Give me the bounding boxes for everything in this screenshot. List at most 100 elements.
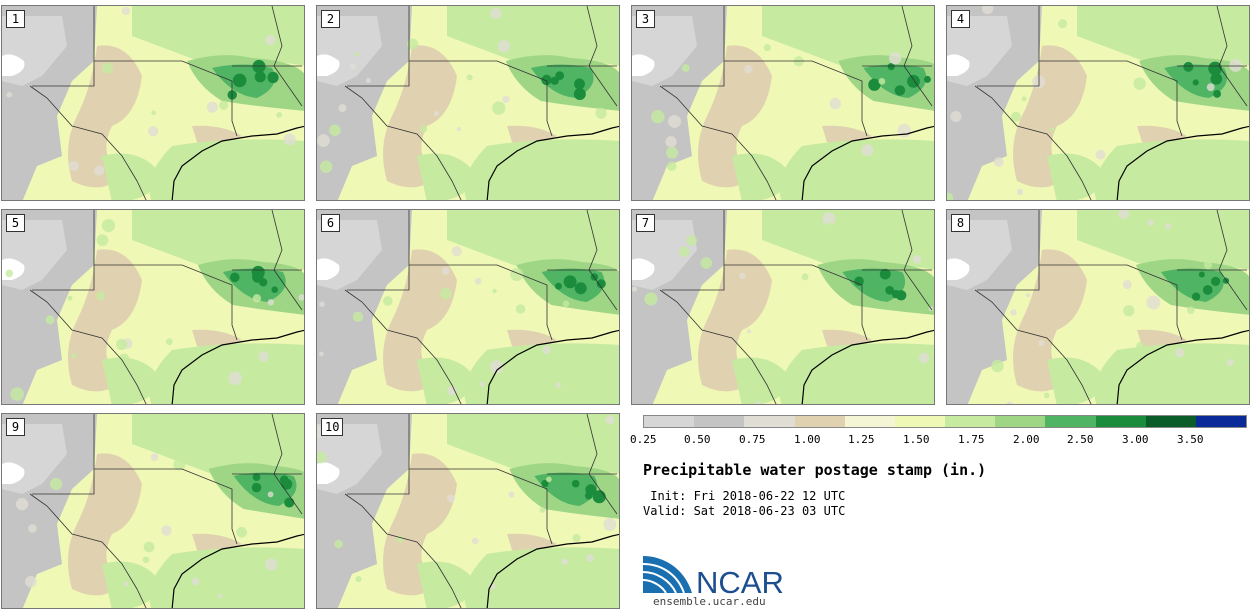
legend-tick-label: 3.00	[1122, 433, 1149, 446]
border-line	[659, 85, 777, 200]
missing-data-region	[632, 258, 655, 280]
moisture-speckle	[572, 533, 581, 542]
legend-color-swatch	[1095, 416, 1146, 427]
moisture-speckle	[100, 155, 105, 160]
moisture-speckle	[165, 338, 173, 346]
moisture-speckle	[801, 273, 809, 281]
moisture-speckle	[1203, 260, 1213, 270]
moisture-speckle	[102, 62, 114, 74]
moisture-speckle	[286, 15, 294, 22]
color-legend-bar	[643, 415, 1247, 428]
moisture-speckle	[1043, 392, 1050, 399]
moisture-speckle	[317, 451, 327, 464]
moist-region	[417, 153, 477, 200]
moisture-speckle	[1025, 293, 1031, 298]
ncar-logo: NCAR	[642, 553, 792, 600]
moisture-speckle	[349, 63, 356, 70]
moisture-speckle	[555, 382, 561, 388]
moisture-cell	[554, 282, 562, 290]
border-line	[974, 289, 1092, 404]
moisture-speckle	[283, 133, 296, 146]
moisture-speckle	[334, 539, 343, 549]
pw-map	[632, 6, 934, 200]
moist-region	[464, 547, 619, 608]
moisture-cell	[563, 275, 577, 289]
moisture-speckle	[558, 564, 572, 578]
moisture-speckle	[447, 385, 457, 396]
moisture-speckle	[651, 110, 665, 124]
pw-map	[317, 210, 619, 404]
border-line	[344, 85, 462, 200]
pw-map	[2, 414, 304, 608]
moisture-speckle	[319, 160, 333, 173]
moisture-speckle	[897, 123, 912, 138]
moisture-speckle	[981, 6, 994, 15]
moisture-speckle	[665, 136, 677, 148]
init-time: Init: Fri 2018-06-22 12 UTC	[643, 489, 846, 503]
moist-region	[447, 6, 619, 66]
moist-region	[762, 210, 934, 270]
moisture-speckle	[1133, 77, 1146, 90]
moisture-cell	[574, 78, 585, 90]
moisture-speckle	[744, 64, 753, 74]
coastline	[486, 329, 619, 404]
moist-region	[464, 343, 619, 404]
moisture-speckle	[861, 144, 874, 157]
moisture-speckle	[1132, 218, 1139, 224]
moisture-speckle	[67, 295, 73, 301]
state-boundary	[32, 6, 238, 137]
moist-region	[447, 210, 619, 270]
moisture-speckle	[123, 581, 129, 587]
moisture-speckle	[329, 124, 341, 136]
moisture-speckle	[298, 294, 304, 301]
legend-tick-label: 0.75	[739, 433, 766, 446]
moisture-speckle	[1035, 199, 1038, 200]
moist-region	[417, 561, 477, 608]
moisture-speckle	[206, 101, 218, 113]
moist-region	[132, 6, 304, 66]
moisture-speckle	[490, 7, 502, 20]
moisture-cell	[252, 473, 261, 482]
moisture-speckle	[502, 440, 509, 447]
moisture-speckle	[1123, 305, 1135, 317]
moisture-speckle	[546, 476, 552, 483]
moisture-speckle	[433, 111, 439, 117]
moisture-speckle	[529, 226, 542, 239]
legend-color-swatch	[644, 416, 695, 427]
moisture-speckle	[929, 259, 934, 269]
border-line	[344, 493, 462, 608]
state-boundary	[662, 210, 868, 341]
moisture-cell	[1191, 292, 1201, 301]
panel-number: 10	[321, 418, 344, 436]
moisture-speckle	[451, 246, 462, 257]
moisture-cell	[232, 73, 247, 88]
legend-color-swatch	[1045, 416, 1096, 427]
logo-wordmark: NCAR	[696, 565, 784, 595]
moisture-speckle	[169, 6, 178, 15]
moisture-speckle	[595, 107, 607, 119]
moisture-speckle	[510, 267, 524, 282]
moisture-speckle	[1049, 127, 1055, 133]
moisture-speckle	[492, 101, 506, 115]
moisture-speckle	[338, 104, 347, 113]
moist-region	[447, 414, 619, 474]
moisture-speckle	[681, 64, 690, 72]
moisture-speckle	[134, 394, 140, 401]
state-boundary	[347, 6, 553, 137]
moisture-cell	[1192, 79, 1199, 86]
moisture-cell	[573, 88, 586, 101]
panel-number: 2	[321, 10, 340, 28]
moisture-speckle	[1143, 6, 1149, 10]
panel-number: 7	[636, 214, 655, 232]
moisture-speckle	[791, 20, 803, 32]
moisture-speckle	[6, 91, 13, 98]
legend-tick-label: 1.75	[958, 433, 985, 446]
state-boundary	[977, 6, 1183, 137]
moisture-speckle	[700, 257, 713, 269]
moisture-cell	[879, 268, 891, 280]
moisture-speckle	[1175, 347, 1185, 358]
member-panel-6: 6	[316, 209, 620, 405]
moist-region	[149, 547, 304, 608]
moisture-speckle	[746, 329, 752, 334]
moisture-cell	[894, 85, 906, 96]
